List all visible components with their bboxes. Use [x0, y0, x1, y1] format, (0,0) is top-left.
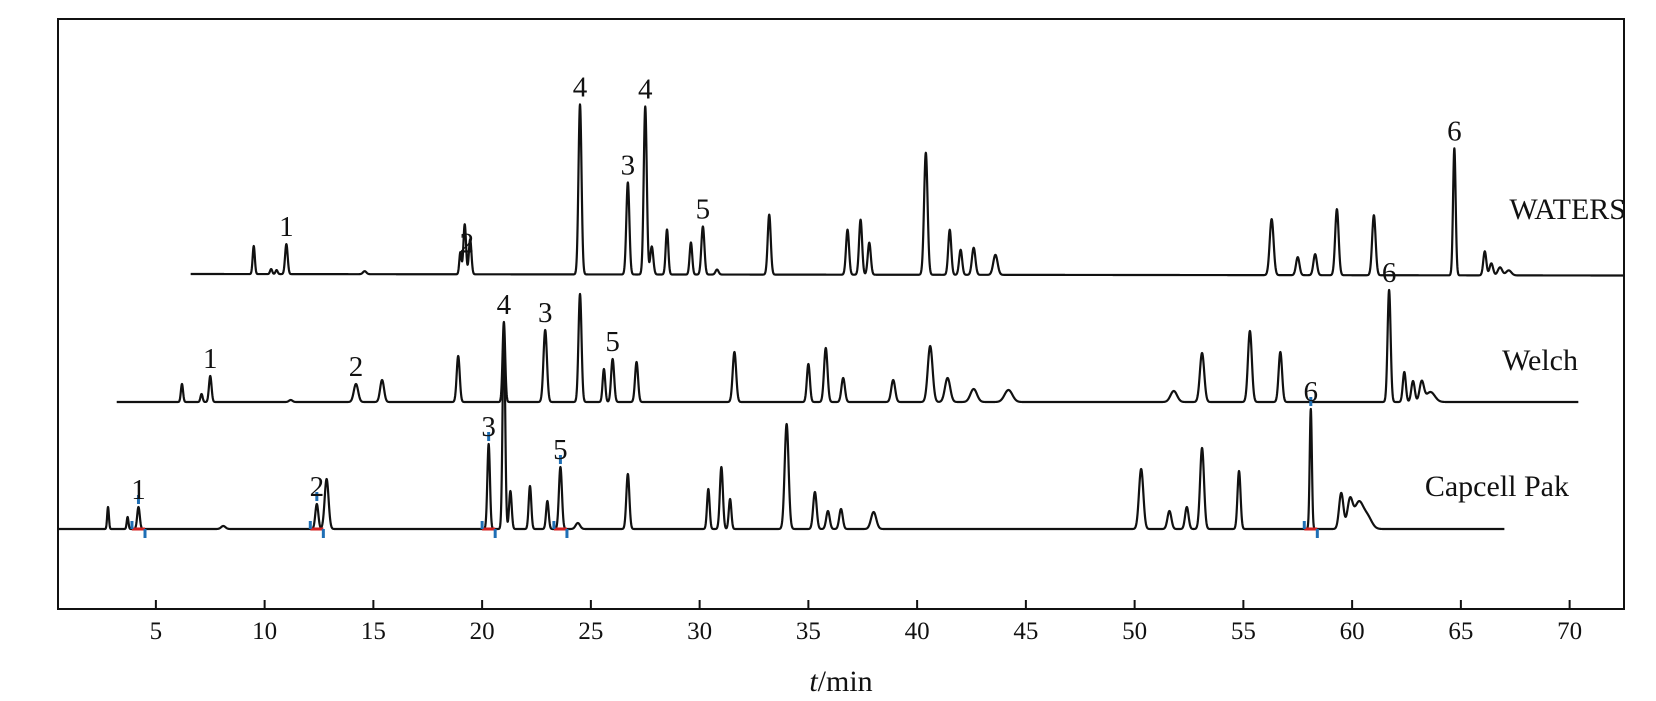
trace-capcell-pak: [57, 327, 1506, 531]
peak-label: 5: [553, 434, 568, 466]
x-tick-label: 40: [905, 618, 930, 645]
x-axis-title: t/min: [809, 665, 872, 698]
peak-label: 1: [131, 474, 146, 506]
x-tick-label: 20: [470, 618, 495, 645]
trace-waters: [189, 103, 1625, 277]
series-label-capcell-pak: Capcell Pak: [1425, 470, 1569, 503]
peak-label: 3: [538, 297, 553, 329]
peak-label: 1: [203, 343, 218, 375]
x-tick-label: 5: [150, 618, 163, 645]
x-tick-label: 55: [1231, 618, 1256, 645]
chromatogram-traces: [57, 103, 1625, 531]
peak-label: 3: [621, 149, 636, 181]
series-label-welch: Welch: [1502, 344, 1578, 377]
peak-label: 1: [279, 211, 294, 243]
x-tick-label: 60: [1340, 618, 1365, 645]
peak-label: 5: [605, 326, 620, 358]
peak-label: 2: [460, 227, 475, 259]
peak-label: 6: [1382, 257, 1397, 289]
x-axis-ticks: 5 10 15 20 25 30 35 40 45 50 55 60 65 70: [150, 600, 1582, 645]
integration-markers: [130, 397, 1319, 538]
series-labels: WATERS Welch Capcell Pak: [1425, 193, 1626, 503]
x-tick-label: 25: [578, 618, 603, 645]
x-tick-label: 35: [796, 618, 821, 645]
series-label-waters: WATERS: [1509, 193, 1626, 226]
peak-label: 6: [1447, 115, 1462, 147]
x-tick-label: 15: [361, 618, 386, 645]
x-tick-label: 70: [1557, 618, 1582, 645]
peak-label: 3: [481, 411, 496, 443]
x-tick-label: 50: [1122, 618, 1147, 645]
peak-label: 5: [696, 194, 711, 226]
x-tick-label: 65: [1448, 618, 1473, 645]
peak-label: 2: [310, 471, 325, 503]
peak-label: 2: [349, 351, 364, 383]
x-tick-label: 30: [687, 618, 712, 645]
plot-frame: [57, 18, 1625, 610]
peak-label: 4: [573, 71, 588, 103]
peak-label: 4: [497, 289, 512, 321]
x-tick-label: 45: [1013, 618, 1038, 645]
peak-label: 4: [638, 73, 653, 105]
peak-label: 6: [1304, 376, 1319, 408]
trace-welch: [115, 288, 1580, 404]
x-tick-label: 10: [252, 618, 277, 645]
